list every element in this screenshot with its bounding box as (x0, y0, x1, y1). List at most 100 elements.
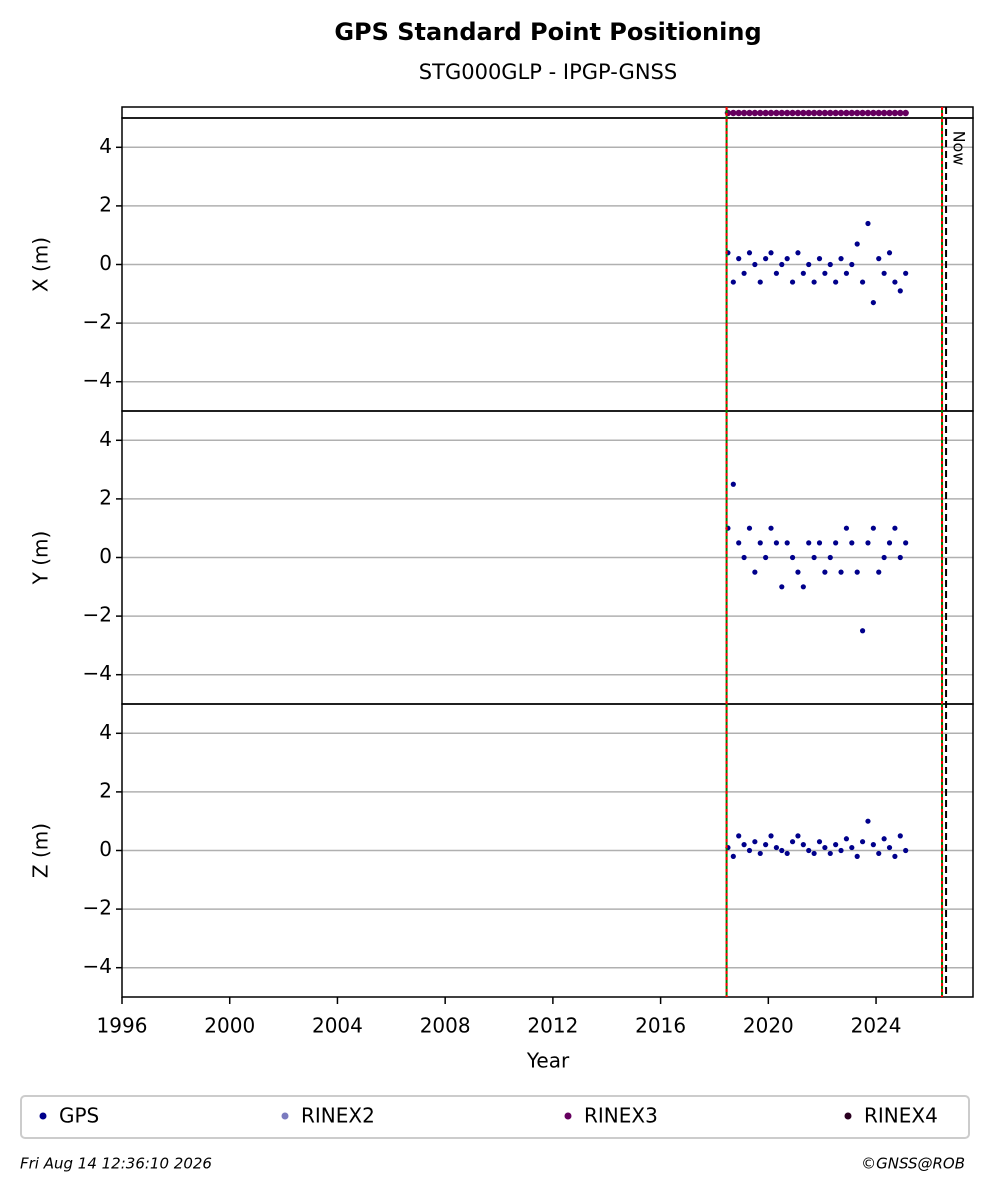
x-tick-label: 2020 (743, 1014, 794, 1038)
data-point (822, 569, 828, 575)
availability-point (805, 109, 812, 117)
data-point (849, 540, 855, 546)
data-point (768, 525, 774, 531)
data-point (784, 850, 790, 857)
data-point (768, 833, 774, 839)
data-point (822, 270, 828, 276)
availability-point (740, 109, 748, 117)
data-point (843, 270, 850, 276)
data-point (741, 270, 747, 276)
y-tick-label: −4 (83, 368, 112, 392)
availability-point (897, 109, 904, 117)
data-point (763, 842, 769, 848)
data-point (730, 279, 736, 285)
data-point (838, 569, 844, 575)
data-point (827, 850, 833, 857)
availability-point (730, 109, 737, 117)
y-tick-label: 4 (99, 134, 112, 158)
legend-label: RINEX3 (584, 1104, 658, 1128)
data-point (854, 241, 860, 247)
y-tick-label: 0 (99, 251, 112, 275)
data-point (897, 833, 903, 839)
data-point (741, 554, 747, 561)
data-point (876, 850, 882, 857)
panel-frame (121, 703, 974, 998)
data-point (752, 569, 758, 575)
data-point (789, 839, 796, 845)
availability-point (789, 109, 796, 117)
y-tick-label: −4 (83, 954, 112, 978)
data-point (833, 540, 839, 546)
legend-marker (564, 1112, 572, 1120)
data-point (800, 270, 806, 276)
data-point (730, 853, 736, 859)
x-tick-label: 2024 (851, 1014, 902, 1038)
availability-point (891, 109, 899, 117)
data-point (795, 250, 801, 256)
data-point (897, 288, 903, 294)
data-point (773, 844, 780, 851)
availability-point (735, 109, 742, 117)
legend-label: RINEX4 (864, 1104, 938, 1128)
legend-marker (844, 1112, 852, 1120)
x-tick-label: 2004 (312, 1014, 363, 1038)
data-point (746, 525, 753, 531)
data-point (806, 540, 812, 546)
data-point (806, 847, 812, 854)
y-tick-label: −2 (83, 603, 112, 627)
data-point (811, 554, 817, 561)
data-point (892, 525, 898, 531)
data-point (811, 850, 817, 857)
data-point (789, 279, 796, 285)
data-point (849, 844, 855, 851)
availability-point (757, 109, 764, 117)
legend-label: GPS (59, 1104, 99, 1128)
legend-marker (39, 1112, 47, 1120)
data-point (779, 261, 785, 268)
availability-point (902, 109, 909, 117)
data-point (870, 299, 876, 306)
data-point (779, 584, 785, 590)
data-point (903, 270, 909, 276)
data-point (816, 839, 823, 845)
data-point (833, 842, 839, 848)
data-point (827, 261, 833, 268)
availability-point (767, 109, 775, 117)
data-point (784, 256, 790, 262)
y-tick-label: −4 (83, 661, 112, 685)
data-point (881, 836, 887, 842)
data-point (746, 250, 753, 256)
data-point (822, 844, 828, 851)
data-point (859, 628, 866, 634)
y-axis-label: Y (m) (29, 531, 53, 586)
x-axis-label: Year (526, 1049, 570, 1073)
availability-point (875, 109, 882, 117)
data-point (736, 256, 742, 262)
data-point (903, 540, 909, 546)
data-point (736, 540, 742, 546)
availability-point (848, 109, 856, 117)
data-point (865, 818, 871, 824)
data-point (773, 270, 780, 276)
data-point (865, 220, 871, 227)
data-point (757, 279, 763, 285)
legend-marker (281, 1112, 289, 1120)
y-tick-label: −2 (83, 310, 112, 334)
data-point (854, 569, 860, 575)
data-point (811, 279, 817, 285)
data-point (886, 844, 893, 851)
data-point (886, 540, 893, 546)
data-point (800, 584, 806, 590)
availability-point (859, 109, 866, 117)
data-point (784, 540, 790, 546)
availability-point (751, 109, 759, 117)
data-point (849, 261, 855, 268)
x-tick-label: 2000 (204, 1014, 255, 1038)
x-tick-label: 2016 (635, 1014, 686, 1038)
availability-point (783, 109, 791, 117)
data-point (752, 261, 758, 268)
data-point (795, 833, 801, 839)
availability-point (886, 109, 893, 117)
data-point (892, 853, 898, 859)
data-point (870, 842, 876, 848)
